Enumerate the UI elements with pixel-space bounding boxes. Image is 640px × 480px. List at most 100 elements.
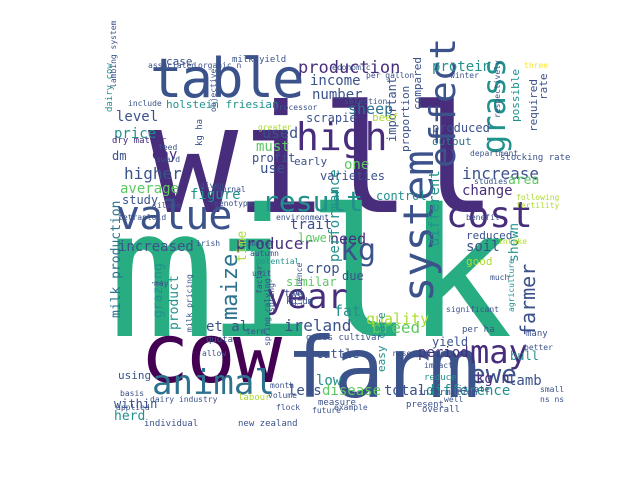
word: spring calving: [263, 278, 272, 346]
word: milk pricing: [185, 274, 194, 332]
word: income: [310, 73, 361, 89]
word: kg: [340, 233, 377, 268]
word: trait: [290, 217, 333, 233]
word: research: [392, 349, 431, 358]
word: sward: [156, 155, 181, 164]
word: within: [114, 397, 158, 411]
word: use: [260, 161, 286, 177]
word: intake: [498, 237, 527, 246]
word: unit: [252, 269, 272, 278]
word: potential: [256, 257, 300, 266]
word: protein: [432, 59, 492, 75]
word: result: [262, 185, 364, 218]
word: quality: [366, 310, 430, 328]
word: produced: [432, 121, 490, 135]
word: feed: [158, 143, 178, 152]
word: grass cultivar: [306, 333, 382, 343]
word: term: [246, 327, 266, 336]
word: scrapie: [306, 111, 357, 125]
word: must: [256, 139, 290, 155]
word: quota: [206, 335, 234, 345]
word: dairy industry: [150, 395, 218, 404]
word: bull: [510, 349, 539, 363]
word: total: [384, 383, 427, 399]
word: proportion: [399, 85, 412, 152]
word: price: [114, 126, 157, 142]
word: selection: [344, 97, 388, 106]
word: period: [418, 345, 469, 361]
word: et al: [206, 319, 249, 335]
word: good: [466, 255, 493, 268]
word: rate: [537, 73, 550, 101]
word: kg ha: [195, 118, 205, 146]
word: profit: [252, 151, 296, 165]
word: environment: [276, 213, 329, 222]
word: yield: [432, 335, 469, 349]
word: varieties: [320, 169, 386, 183]
word: value: [116, 193, 232, 239]
word: fat: [334, 302, 362, 320]
word: dry matter: [112, 136, 167, 146]
word: better: [524, 343, 553, 352]
word: processor: [274, 103, 318, 112]
word: information: [418, 388, 478, 398]
word: organic n: [198, 61, 242, 70]
word: per ha: [462, 325, 495, 335]
word: kg dm: [286, 297, 314, 307]
word: figure: [190, 187, 241, 203]
word: possible: [509, 69, 522, 122]
word: studies: [474, 177, 508, 186]
word: fertility: [516, 201, 560, 210]
word: small: [540, 385, 565, 394]
word: higher: [124, 164, 182, 183]
word: output: [432, 135, 472, 148]
word: dm: [112, 149, 127, 163]
word: holstein friesian: [166, 98, 279, 111]
word: new zealand: [238, 419, 298, 429]
word: early: [294, 155, 328, 168]
word: ns ns: [540, 395, 565, 404]
word: economic: [332, 63, 371, 72]
word: applied: [116, 403, 150, 412]
word: per gallon: [366, 71, 415, 80]
word: using: [118, 369, 152, 382]
word: important: [385, 76, 399, 142]
word: silage: [152, 201, 181, 210]
word: significant: [446, 305, 499, 314]
word: time: [235, 230, 250, 262]
word: agriculture: [507, 259, 516, 312]
word: cattle: [316, 347, 360, 361]
word: objective: [209, 68, 218, 112]
word: crop: [306, 261, 340, 277]
word: measure: [318, 398, 356, 408]
word: performance: [327, 169, 343, 262]
word: control: [376, 189, 427, 203]
word: need: [330, 230, 367, 248]
word: benefit: [466, 213, 500, 222]
word: milk: [108, 171, 513, 378]
word: increase: [462, 164, 540, 183]
word: reduced: [466, 229, 513, 242]
word: milk yield: [232, 55, 287, 65]
word: case: [166, 55, 193, 68]
word: present: [406, 400, 444, 410]
word: individual: [144, 419, 199, 429]
word: low: [316, 373, 342, 389]
word: one: [344, 157, 370, 173]
word: autumn: [250, 249, 279, 258]
word: flock: [276, 403, 301, 412]
word: different: [427, 170, 443, 246]
word: difference: [426, 383, 511, 399]
word: due: [342, 269, 364, 283]
word: cow: [140, 307, 282, 402]
word: overall: [422, 405, 460, 415]
word: labour: [238, 393, 271, 403]
word: department: [470, 149, 519, 158]
word: level: [116, 109, 159, 125]
word: beef: [372, 111, 399, 124]
word: three: [524, 61, 549, 70]
word: tetraploid: [118, 213, 167, 222]
word: well: [444, 395, 464, 404]
word: lambing system: [109, 20, 118, 88]
word: compared: [411, 57, 424, 110]
